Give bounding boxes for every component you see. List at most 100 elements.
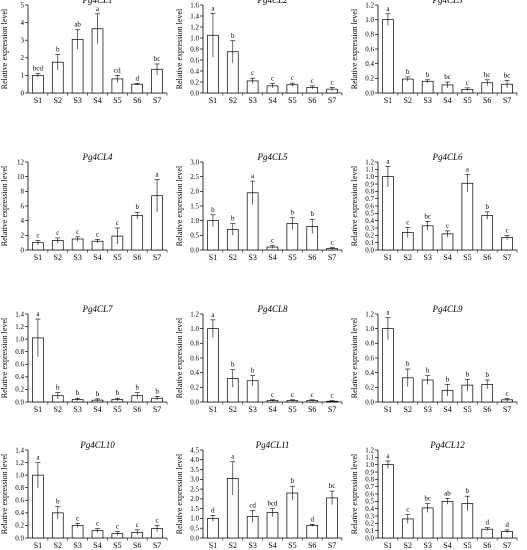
significance-label: b [446, 375, 450, 383]
chart-title: Pg4CL7 [81, 304, 113, 314]
y-tick-label: 0.0 [15, 534, 24, 542]
y-tick-label: 0.6 [365, 202, 374, 210]
x-tick-label: S7 [153, 541, 161, 550]
y-tick-label: 0 [21, 89, 25, 97]
significance-label: bc [154, 55, 161, 63]
x-tick-label: S2 [229, 405, 237, 414]
significance-label: b [231, 361, 235, 369]
y-tick-label: 0.6 [190, 354, 199, 362]
y-tick-label: 1.1 [365, 166, 374, 174]
y-tick-label: 0.4 [365, 60, 374, 68]
significance-label: b [406, 360, 410, 368]
x-tick-label: S2 [229, 96, 237, 105]
significance-label: c [271, 75, 274, 83]
x-tick-label: S1 [384, 405, 392, 414]
y-axis-label: Relative expression level [350, 165, 359, 246]
y-tick-label: 0.8 [365, 340, 374, 348]
y-tick-label: 0.4 [365, 217, 374, 225]
y-tick-label: 1.0 [15, 335, 24, 343]
y-tick-label: 2 [21, 232, 25, 240]
bar [382, 176, 394, 251]
y-tick-label: 0.4 [365, 369, 374, 377]
x-tick-label: S6 [133, 96, 141, 105]
x-tick-label: S3 [423, 405, 431, 414]
x-tick-label: S5 [288, 253, 296, 262]
y-tick-label: 0.0 [365, 534, 374, 542]
chart-title: Pg4CL10 [79, 440, 115, 450]
y-tick-label: 0.0 [190, 246, 199, 254]
y-tick-label: 0.2 [365, 384, 374, 392]
x-tick-label: S5 [288, 96, 296, 105]
x-tick-label: S5 [113, 96, 121, 105]
y-tick-label: 0.8 [190, 45, 199, 53]
significance-label: c [506, 226, 509, 234]
y-tick-label: 0.4 [190, 67, 199, 75]
y-axis-label: Relative expression level [175, 317, 184, 398]
significance-label: a [156, 171, 160, 179]
y-tick-label: 1.6 [190, 1, 199, 9]
significance-label: b [135, 203, 139, 211]
y-tick-label: 3 [21, 37, 25, 45]
significance-label: b [485, 371, 489, 379]
x-tick-label: S1 [34, 96, 42, 105]
significance-label: b [56, 498, 60, 506]
significance-label: b [116, 389, 120, 397]
bar [461, 182, 474, 251]
significance-label: c [271, 391, 274, 399]
significance-label: a [211, 311, 215, 319]
x-tick-label: S4 [93, 541, 101, 550]
x-tick-label: S1 [209, 253, 217, 262]
x-tick-label: S6 [483, 541, 491, 550]
significance-label: b [426, 367, 430, 375]
bar [421, 507, 434, 539]
significance-label: ab [74, 21, 81, 29]
y-tick-label: 4 [21, 217, 25, 225]
y-tick-label: 1.0 [365, 325, 374, 333]
x-tick-label: S5 [463, 541, 471, 550]
x-tick-label: S1 [384, 253, 392, 262]
x-tick-label: S6 [133, 405, 141, 414]
x-tick-label: S1 [384, 541, 392, 550]
significance-label: b [135, 384, 139, 392]
y-tick-label: 0.1 [365, 239, 374, 247]
chart-panel: Pg4CL7 0.0 0.2 0.4 0.6 0.8 1.0 1.2 1.4 Relative e… [0, 304, 168, 414]
bar [71, 525, 84, 539]
x-tick-label: S1 [34, 541, 42, 550]
y-tick-label: 0.5 [365, 210, 374, 218]
x-tick-label: S5 [288, 541, 296, 550]
y-tick-label: 2.0 [190, 188, 199, 196]
significance-label: a [36, 310, 40, 318]
y-tick-label: 1.5 [190, 505, 199, 513]
x-tick-label: S3 [248, 96, 256, 105]
chart-title: Pg4CL5 [256, 152, 288, 162]
y-tick-label: 0.6 [365, 45, 374, 53]
chart-title: Pg4CL4 [81, 152, 113, 162]
y-tick-label: 1.4 [190, 12, 199, 20]
y-tick-label: 0.2 [365, 520, 374, 528]
x-tick-label: S1 [384, 96, 392, 105]
x-tick-label: S7 [328, 253, 336, 262]
significance-label: a [386, 452, 390, 460]
significance-label: bcd [267, 500, 278, 508]
y-tick-label: 0.8 [15, 484, 24, 492]
y-tick-label: 0.9 [365, 180, 374, 188]
y-tick-label: 0.0 [365, 89, 374, 97]
bar [382, 464, 394, 539]
x-tick-label: S4 [443, 96, 451, 105]
significance-label: bc [329, 482, 336, 490]
y-tick-label: 1.1 [365, 454, 374, 462]
y-tick-label: 4.0 [190, 456, 199, 464]
significance-label: bc [424, 495, 431, 503]
x-tick-label: S7 [503, 405, 511, 414]
significance-label: c [136, 521, 139, 529]
y-tick-label: 0.4 [15, 509, 24, 517]
y-tick-label: 1.4 [15, 310, 24, 318]
x-tick-label: S5 [113, 541, 121, 550]
significance-label: c [116, 523, 119, 531]
y-tick-label: 0.5 [190, 525, 199, 533]
significance-label: a [386, 157, 390, 165]
x-tick-label: S1 [34, 253, 42, 262]
y-tick-label: 1.4 [15, 446, 24, 454]
